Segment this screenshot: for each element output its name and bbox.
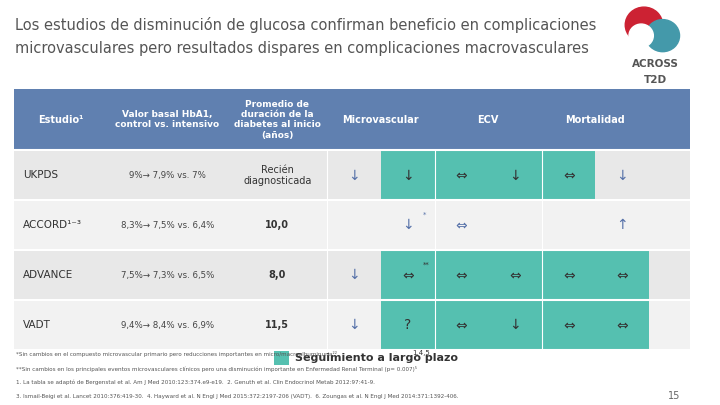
Text: 7,5%→ 7,3% vs. 6,5%: 7,5%→ 7,3% vs. 6,5% — [121, 271, 214, 280]
Text: VADT: VADT — [22, 320, 50, 330]
Text: Mortalidad: Mortalidad — [565, 115, 625, 125]
Text: Seguimiento a largo plazo: Seguimiento a largo plazo — [295, 353, 458, 363]
Text: 9,4%→ 8,4% vs. 6,9%: 9,4%→ 8,4% vs. 6,9% — [121, 321, 214, 330]
Text: ↓: ↓ — [616, 168, 628, 183]
Text: **: ** — [423, 261, 429, 267]
Bar — [541, 301, 595, 350]
Text: 8,3%→ 7,5% vs. 6,4%: 8,3%→ 7,5% vs. 6,4% — [121, 221, 214, 230]
Bar — [381, 250, 435, 301]
Text: ⇔: ⇔ — [456, 218, 467, 232]
Text: UKPDS: UKPDS — [22, 171, 58, 181]
Bar — [488, 151, 541, 200]
Text: Microvascular: Microvascular — [343, 115, 419, 125]
Text: ACCORD¹⁻³: ACCORD¹⁻³ — [22, 220, 81, 230]
Text: ↓: ↓ — [509, 318, 521, 333]
Text: ↓: ↓ — [402, 218, 413, 232]
Text: 1,4,5: 1,4,5 — [412, 350, 430, 356]
Bar — [435, 250, 488, 301]
Text: Promedio de
duración de la
diabetes al inicio
(años): Promedio de duración de la diabetes al i… — [234, 100, 321, 140]
Text: ↓: ↓ — [348, 269, 360, 282]
Bar — [14, 200, 690, 250]
Bar — [541, 151, 595, 200]
Text: *Sin cambios en el compuesto microvascular primario pero reducciones importantes: *Sin cambios en el compuesto microvascul… — [16, 352, 337, 358]
Bar — [381, 151, 435, 200]
Text: 11,5: 11,5 — [266, 320, 289, 330]
Text: ⇔: ⇔ — [616, 318, 628, 333]
Text: 1. La tabla se adaptó de Bergenstal et al. Am J Med 2010:123:374.e9-e19.  2. Gen: 1. La tabla se adaptó de Bergenstal et a… — [16, 380, 374, 385]
Text: Estudio¹: Estudio¹ — [38, 115, 84, 125]
Bar — [595, 250, 649, 301]
Bar — [541, 250, 595, 301]
Bar — [435, 301, 488, 350]
Text: **Sin cambios en los principales eventos microvasculares clínicos pero una dismi: **Sin cambios en los principales eventos… — [16, 366, 417, 372]
Text: ⇔: ⇔ — [563, 269, 575, 282]
Text: ↑: ↑ — [616, 218, 628, 232]
Bar — [595, 301, 649, 350]
Text: ⇔: ⇔ — [456, 269, 467, 282]
Text: ↓: ↓ — [509, 168, 521, 183]
Text: *: * — [423, 211, 426, 217]
Text: ⇔: ⇔ — [456, 318, 467, 333]
Text: Los estudios de disminución de glucosa confirman beneficio en complicaciones
mic: Los estudios de disminución de glucosa c… — [15, 17, 597, 55]
Text: ↓: ↓ — [348, 318, 360, 333]
Text: T2D: T2D — [644, 75, 667, 85]
Circle shape — [625, 7, 662, 43]
Bar — [14, 89, 690, 151]
Text: ⇔: ⇔ — [509, 269, 521, 282]
Circle shape — [646, 19, 680, 52]
Bar — [381, 301, 435, 350]
Text: ⇔: ⇔ — [616, 269, 628, 282]
Bar — [435, 151, 488, 200]
Text: ⇔: ⇔ — [563, 318, 575, 333]
Bar — [14, 250, 690, 301]
Text: Valor basal HbA1,
control vs. intensivo: Valor basal HbA1, control vs. intensivo — [115, 110, 220, 130]
Text: 9%→ 7,9% vs. 7%: 9%→ 7,9% vs. 7% — [129, 171, 206, 180]
Text: ?: ? — [404, 318, 411, 333]
Text: ECV: ECV — [477, 115, 499, 125]
Bar — [14, 301, 690, 350]
Text: 15: 15 — [668, 391, 680, 401]
Circle shape — [629, 24, 653, 47]
Text: ⇔: ⇔ — [456, 168, 467, 183]
Bar — [488, 301, 541, 350]
Text: 8,0: 8,0 — [269, 271, 286, 280]
Text: 10,0: 10,0 — [266, 220, 289, 230]
Text: ↓: ↓ — [402, 168, 413, 183]
Bar — [488, 250, 541, 301]
Bar — [274, 351, 289, 365]
Text: ACROSS: ACROSS — [631, 59, 679, 69]
Text: ⇔: ⇔ — [563, 168, 575, 183]
Bar — [14, 151, 690, 200]
Text: 3. Ismail-Beigi et al. Lancet 2010:376:419-30.  4. Hayward et al. N Engl J Med 2: 3. Ismail-Beigi et al. Lancet 2010:376:4… — [16, 394, 459, 399]
Text: ADVANCE: ADVANCE — [22, 271, 73, 280]
Text: Recién
diagnosticada: Recién diagnosticada — [243, 165, 312, 186]
Text: ↓: ↓ — [348, 168, 360, 183]
Text: ⇔: ⇔ — [402, 269, 413, 282]
